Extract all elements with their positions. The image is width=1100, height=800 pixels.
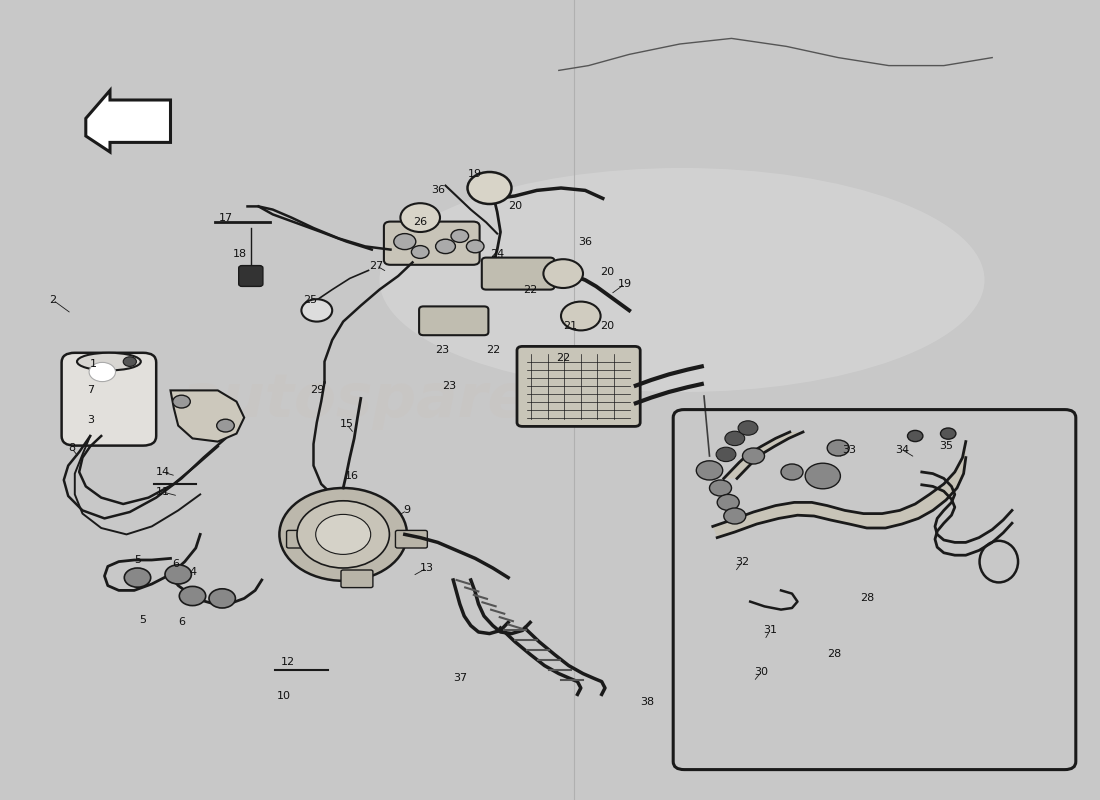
Text: 14: 14 — [156, 467, 169, 477]
Text: 27: 27 — [370, 261, 383, 270]
Circle shape — [738, 421, 758, 435]
FancyBboxPatch shape — [673, 410, 1076, 770]
FancyBboxPatch shape — [396, 530, 427, 548]
Circle shape — [400, 203, 440, 232]
Text: 18: 18 — [233, 250, 246, 259]
Circle shape — [301, 299, 332, 322]
Text: 32: 32 — [736, 557, 749, 566]
Text: 4: 4 — [189, 567, 196, 577]
Circle shape — [725, 431, 745, 446]
Circle shape — [89, 362, 116, 382]
Text: 12: 12 — [282, 658, 295, 667]
Text: autospares: autospares — [182, 370, 566, 430]
FancyBboxPatch shape — [419, 306, 488, 335]
Circle shape — [394, 234, 416, 250]
Text: 9: 9 — [404, 506, 410, 515]
Text: 29: 29 — [310, 386, 323, 395]
Text: 8: 8 — [68, 443, 75, 453]
Text: 30: 30 — [755, 667, 768, 677]
FancyBboxPatch shape — [62, 353, 156, 446]
Text: 11: 11 — [156, 487, 169, 497]
Polygon shape — [86, 90, 170, 152]
FancyBboxPatch shape — [341, 570, 373, 587]
Circle shape — [805, 463, 840, 489]
Ellipse shape — [77, 353, 141, 370]
Text: 26: 26 — [414, 218, 427, 227]
Text: 10: 10 — [277, 691, 290, 701]
Text: 22: 22 — [524, 285, 537, 294]
Text: 5: 5 — [134, 555, 141, 565]
Circle shape — [710, 480, 732, 496]
FancyBboxPatch shape — [239, 266, 263, 286]
Text: 20: 20 — [508, 202, 521, 211]
Text: 36: 36 — [579, 237, 592, 246]
Text: 23: 23 — [442, 381, 455, 390]
Circle shape — [827, 440, 849, 456]
FancyBboxPatch shape — [482, 258, 554, 290]
Circle shape — [742, 448, 764, 464]
Text: 1: 1 — [90, 359, 97, 369]
Text: 16: 16 — [345, 471, 359, 481]
Text: 28: 28 — [860, 594, 873, 603]
Circle shape — [209, 589, 235, 608]
Circle shape — [781, 464, 803, 480]
Text: 23: 23 — [436, 346, 449, 355]
Text: 31: 31 — [763, 626, 777, 635]
Text: 22: 22 — [557, 354, 570, 363]
FancyBboxPatch shape — [286, 530, 319, 548]
Text: 19: 19 — [618, 279, 631, 289]
Circle shape — [940, 428, 956, 439]
Circle shape — [468, 172, 512, 204]
Circle shape — [436, 239, 455, 254]
Text: 22: 22 — [486, 346, 499, 355]
Circle shape — [124, 568, 151, 587]
Circle shape — [543, 259, 583, 288]
Text: 20: 20 — [601, 267, 614, 277]
Text: 25: 25 — [304, 295, 317, 305]
Circle shape — [173, 395, 190, 408]
Circle shape — [451, 230, 469, 242]
Circle shape — [217, 419, 234, 432]
Circle shape — [179, 586, 206, 606]
Polygon shape — [170, 390, 244, 442]
FancyBboxPatch shape — [384, 222, 480, 265]
Text: 6: 6 — [178, 618, 185, 627]
Text: 2: 2 — [50, 295, 56, 305]
FancyBboxPatch shape — [517, 346, 640, 426]
Circle shape — [908, 430, 923, 442]
Text: 21: 21 — [563, 322, 576, 331]
Circle shape — [717, 494, 739, 510]
Circle shape — [466, 240, 484, 253]
Text: 34: 34 — [895, 445, 909, 454]
Polygon shape — [713, 442, 966, 538]
Circle shape — [561, 302, 601, 330]
Text: 15: 15 — [340, 419, 353, 429]
Text: 19: 19 — [469, 170, 482, 179]
Circle shape — [123, 357, 136, 366]
Text: 28: 28 — [827, 650, 840, 659]
Circle shape — [279, 488, 407, 581]
Circle shape — [165, 565, 191, 584]
Text: 20: 20 — [601, 322, 614, 331]
Text: 17: 17 — [219, 213, 232, 222]
Text: 24: 24 — [491, 250, 504, 259]
Text: 5: 5 — [140, 615, 146, 625]
Ellipse shape — [379, 168, 984, 392]
Text: 36: 36 — [431, 186, 444, 195]
Circle shape — [316, 514, 371, 554]
Text: 3: 3 — [87, 415, 94, 425]
Text: 13: 13 — [420, 563, 433, 573]
Circle shape — [724, 508, 746, 524]
Circle shape — [297, 501, 389, 568]
Text: 38: 38 — [640, 698, 653, 707]
Text: 7: 7 — [87, 386, 94, 395]
Text: 37: 37 — [453, 674, 466, 683]
Text: 35: 35 — [939, 442, 953, 451]
Circle shape — [411, 246, 429, 258]
Text: 33: 33 — [843, 445, 856, 454]
Polygon shape — [724, 432, 803, 478]
Circle shape — [696, 461, 723, 480]
Circle shape — [716, 447, 736, 462]
Text: 6: 6 — [173, 559, 179, 569]
